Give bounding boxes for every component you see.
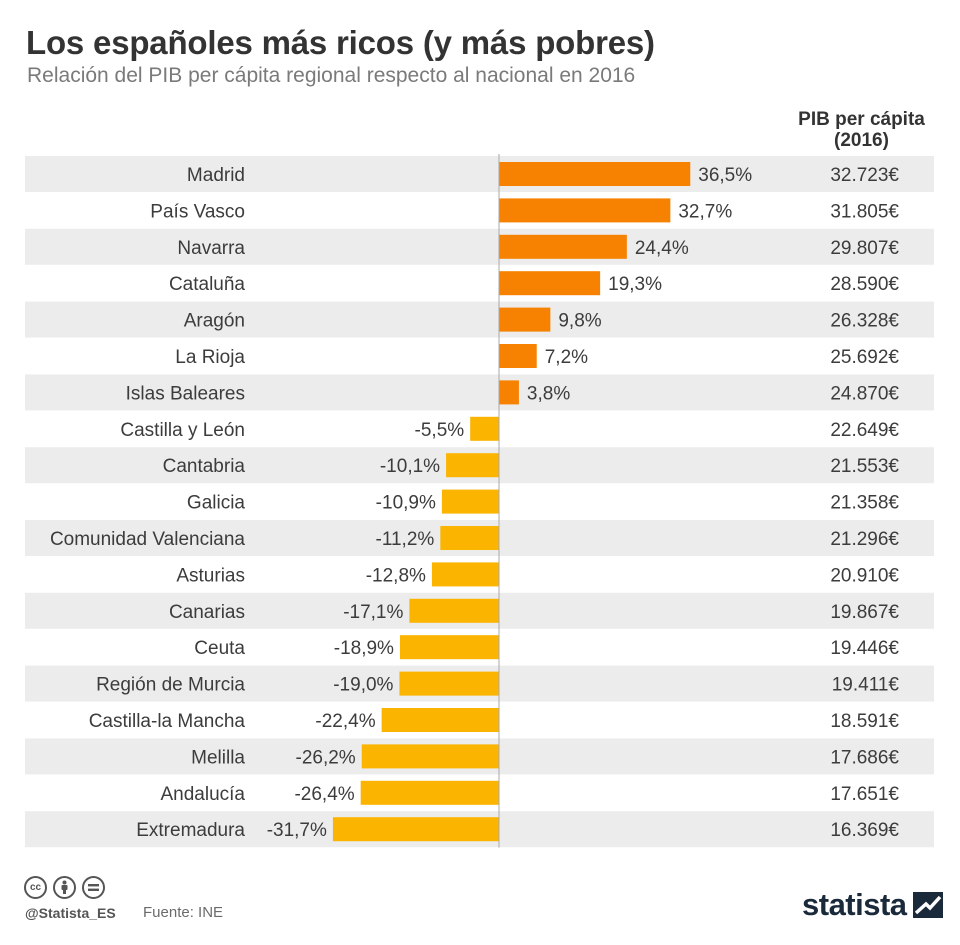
value-label: 32,7% bbox=[678, 201, 732, 222]
pib-value: 16.369€ bbox=[830, 820, 899, 841]
pib-value: 20.910€ bbox=[830, 565, 899, 586]
bar bbox=[446, 453, 499, 478]
value-label: 24,4% bbox=[635, 238, 689, 259]
value-label: -11,2% bbox=[376, 529, 435, 550]
value-label: -22,4% bbox=[315, 711, 375, 732]
category-label: Extremadura bbox=[136, 820, 245, 841]
value-label: 7,2% bbox=[545, 347, 588, 368]
bar bbox=[499, 307, 551, 332]
bar bbox=[499, 162, 691, 186]
statista-logo-icon bbox=[912, 892, 943, 918]
category-label: Ceuta bbox=[194, 638, 245, 659]
value-label: -12,8% bbox=[366, 565, 426, 586]
bar bbox=[470, 416, 499, 441]
pib-value: 21.358€ bbox=[830, 493, 899, 514]
chart-title: Los españoles más ricos (y más pobres) bbox=[26, 24, 655, 61]
bar bbox=[499, 271, 601, 296]
category-label: Islas Baleares bbox=[126, 383, 245, 404]
value-label: -31,7% bbox=[267, 820, 327, 841]
category-label: Castilla-la Mancha bbox=[89, 711, 246, 732]
pib-value: 19.411€ bbox=[832, 675, 900, 696]
license-icons: cc bbox=[24, 876, 105, 899]
value-label: -5,5% bbox=[415, 420, 465, 441]
bar bbox=[499, 234, 627, 259]
bar bbox=[409, 598, 499, 623]
category-label: País Vasco bbox=[150, 201, 245, 222]
pib-value: 25.692€ bbox=[830, 347, 899, 368]
row-band bbox=[25, 156, 934, 192]
row-band bbox=[25, 301, 934, 338]
category-label: Melilla bbox=[191, 747, 245, 768]
statista-logo[interactable]: statista bbox=[802, 887, 943, 923]
bar bbox=[399, 671, 499, 696]
value-label: 9,8% bbox=[558, 311, 601, 332]
pib-value: 17.686€ bbox=[830, 747, 899, 768]
category-label: Comunidad Valenciana bbox=[50, 529, 245, 550]
value-label: 3,8% bbox=[527, 383, 570, 404]
pib-value: 22.649€ bbox=[830, 420, 899, 441]
category-label: Navarra bbox=[177, 238, 245, 259]
category-label: Cantabria bbox=[163, 456, 246, 477]
bar bbox=[431, 562, 499, 587]
category-label: Madrid bbox=[187, 165, 245, 186]
bar bbox=[399, 635, 499, 660]
pib-value: 31.805€ bbox=[830, 201, 899, 222]
chart-subtitle: Relación del PIB per cápita regional res… bbox=[27, 64, 636, 87]
bar bbox=[381, 708, 499, 732]
bar-chart: 36,5% Madrid 32.723€ 32,7% País Vasco 31.805€… bbox=[25, 154, 934, 848]
bar bbox=[332, 817, 499, 842]
value-label: -26,2% bbox=[296, 747, 356, 768]
category-label: Canarias bbox=[169, 602, 245, 623]
value-label: -10,1% bbox=[380, 456, 440, 477]
cc-icon[interactable]: cc bbox=[24, 876, 47, 899]
bar bbox=[499, 198, 671, 223]
social-handle[interactable]: @Statista_ES bbox=[25, 905, 116, 921]
value-label: -10,9% bbox=[376, 493, 436, 514]
value-label: 36,5% bbox=[698, 165, 752, 186]
pib-column-header: PIB per cápita (2016) bbox=[798, 109, 925, 151]
pib-value: 18.591€ bbox=[830, 711, 899, 732]
value-label: -18,9% bbox=[334, 638, 394, 659]
category-label: Galicia bbox=[187, 493, 246, 514]
row-band bbox=[25, 374, 934, 411]
pib-value: 24.870€ bbox=[830, 383, 899, 404]
nd-icon[interactable] bbox=[82, 876, 105, 899]
bar bbox=[499, 380, 519, 405]
category-label: Asturias bbox=[176, 565, 245, 586]
value-label: -19,0% bbox=[333, 675, 393, 696]
bar bbox=[441, 489, 499, 514]
pib-value: 32.723€ bbox=[830, 165, 899, 186]
pib-value: 26.328€ bbox=[830, 311, 899, 332]
bar bbox=[499, 344, 537, 368]
category-label: Castilla y León bbox=[120, 420, 245, 441]
category-label: Aragón bbox=[184, 311, 245, 332]
row-band bbox=[25, 228, 934, 265]
value-label: 19,3% bbox=[608, 274, 662, 295]
source-note: Fuente: INE bbox=[143, 904, 224, 921]
value-label: -17,1% bbox=[343, 602, 403, 623]
category-label: Cataluña bbox=[169, 274, 245, 295]
category-label: Región de Murcia bbox=[96, 675, 245, 696]
pib-value: 19.446€ bbox=[830, 638, 899, 659]
brand-wordmark: statista bbox=[802, 887, 907, 922]
bar bbox=[440, 526, 499, 550]
pib-value: 19.867€ bbox=[830, 602, 899, 623]
pib-value: 17.651€ bbox=[830, 784, 899, 805]
value-label: -26,4% bbox=[294, 784, 354, 805]
pib-value: 28.590€ bbox=[830, 274, 899, 295]
pib-value: 21.296€ bbox=[830, 529, 899, 550]
category-label: Andalucía bbox=[160, 784, 245, 805]
pib-value: 29.807€ bbox=[830, 238, 899, 259]
pib-value: 21.553€ bbox=[830, 456, 899, 477]
category-label: La Rioja bbox=[175, 347, 245, 368]
by-icon[interactable] bbox=[53, 876, 76, 899]
bar bbox=[361, 744, 499, 769]
bar bbox=[360, 780, 499, 805]
